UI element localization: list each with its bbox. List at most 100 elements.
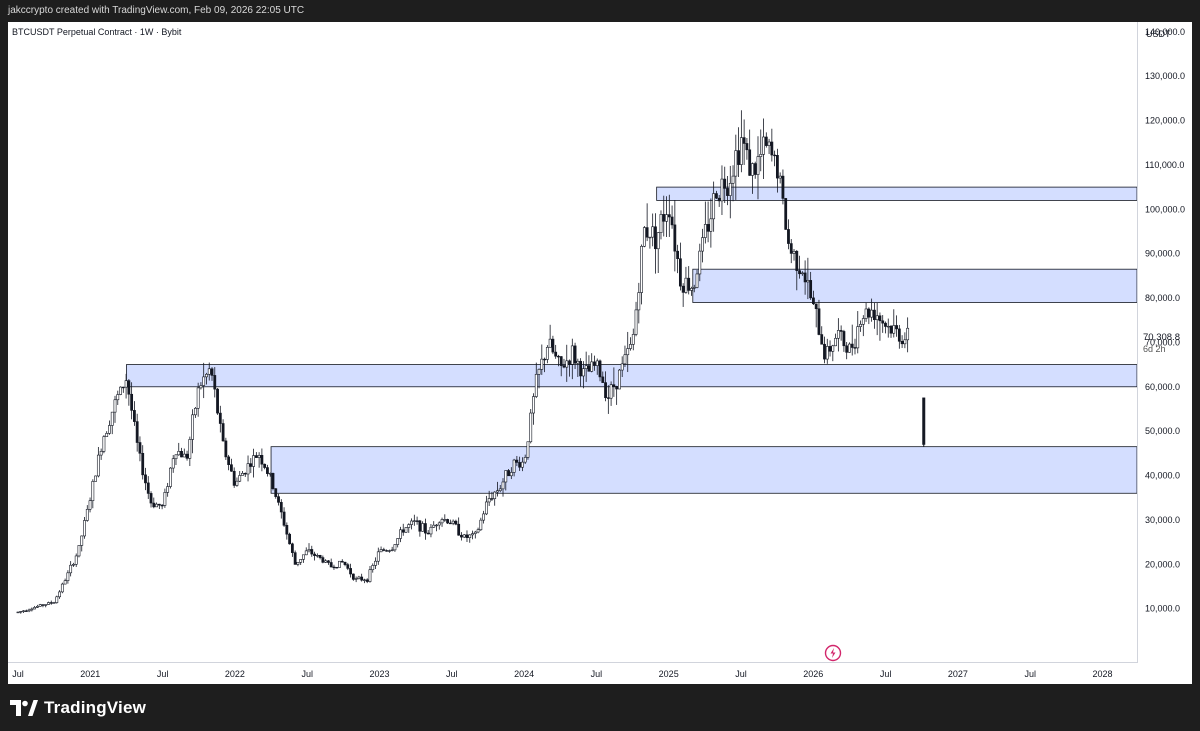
time-tick-label: Jul bbox=[880, 669, 892, 679]
price-tick-label: 140,000.0 bbox=[1145, 27, 1185, 37]
candle-body bbox=[282, 511, 286, 526]
candle-body bbox=[570, 345, 574, 365]
candle-body bbox=[243, 472, 247, 475]
lightning-icon[interactable] bbox=[824, 644, 842, 662]
candle-body bbox=[482, 513, 486, 521]
candle-body bbox=[709, 218, 713, 232]
candle-body bbox=[662, 214, 666, 222]
candle-body bbox=[731, 175, 735, 184]
price-tick-label: 100,000.0 bbox=[1145, 204, 1185, 214]
candle-body bbox=[634, 309, 638, 335]
candle-body bbox=[415, 520, 419, 522]
candle-body bbox=[448, 522, 452, 525]
candle-body bbox=[573, 345, 577, 364]
candle-body bbox=[279, 502, 283, 513]
candle-body bbox=[435, 524, 438, 527]
candle-body bbox=[457, 523, 461, 536]
candle-body bbox=[742, 137, 746, 144]
candle-body bbox=[404, 527, 408, 533]
candle-body bbox=[254, 455, 258, 458]
candle-body bbox=[739, 137, 743, 165]
candle-body bbox=[498, 488, 502, 491]
candle-body bbox=[277, 496, 280, 503]
candle-body bbox=[778, 175, 782, 179]
candle-body bbox=[803, 272, 807, 283]
price-axis-border bbox=[1137, 22, 1138, 662]
candle-body bbox=[537, 369, 541, 375]
candle-body bbox=[900, 340, 904, 345]
candle-body bbox=[654, 226, 657, 250]
candle-body bbox=[221, 423, 225, 442]
candle-body bbox=[620, 363, 624, 371]
candle-body bbox=[878, 315, 882, 322]
price-tick-label: 40,000.0 bbox=[1145, 471, 1180, 481]
candle-body bbox=[166, 486, 170, 493]
chart-frame[interactable] bbox=[8, 22, 1192, 684]
candle-body bbox=[584, 365, 588, 369]
candle-body bbox=[529, 412, 533, 443]
candle-body bbox=[565, 360, 569, 368]
candle-body bbox=[775, 155, 779, 179]
candle-body bbox=[41, 604, 45, 606]
candle-body bbox=[155, 503, 158, 508]
price-tick-label: 10,000.0 bbox=[1145, 604, 1180, 614]
candle-body bbox=[202, 376, 206, 386]
candle-body bbox=[227, 456, 231, 465]
candle-body bbox=[304, 550, 308, 556]
candle-body bbox=[795, 250, 799, 271]
candle-body bbox=[55, 596, 59, 603]
candle-body bbox=[396, 538, 400, 545]
candle-body bbox=[52, 602, 56, 604]
candle-body bbox=[787, 229, 790, 244]
candle-body bbox=[651, 226, 655, 238]
candle-body bbox=[318, 554, 322, 558]
candle-body bbox=[590, 361, 594, 372]
candle-body bbox=[526, 441, 530, 458]
candle-body bbox=[864, 308, 868, 319]
time-tick-label: 2023 bbox=[369, 669, 389, 679]
candle-body bbox=[504, 470, 508, 483]
price-chart[interactable]: 10,000.0 20,000.0 30,000.0 40,000.0 50,000.0… bbox=[0, 0, 1200, 684]
candle-body bbox=[274, 488, 278, 497]
candle-body bbox=[96, 454, 100, 477]
candle-body bbox=[16, 611, 20, 614]
candle-body bbox=[856, 326, 860, 349]
candle-body bbox=[684, 277, 688, 293]
candle-body bbox=[191, 414, 195, 440]
candle-body bbox=[169, 467, 172, 487]
candle-body bbox=[559, 356, 563, 366]
candle-body bbox=[698, 250, 702, 275]
candle-body bbox=[850, 343, 854, 348]
candle-body bbox=[27, 609, 31, 612]
candle-body bbox=[235, 480, 239, 486]
time-tick-label: 2028 bbox=[1092, 669, 1112, 679]
candle-body bbox=[338, 560, 341, 568]
candle-body bbox=[507, 470, 510, 477]
candle-body bbox=[47, 602, 50, 605]
candle-body bbox=[60, 583, 64, 593]
candle-body bbox=[429, 526, 433, 535]
candle-body bbox=[806, 280, 810, 283]
candle-body bbox=[515, 459, 519, 463]
candle-body bbox=[157, 503, 161, 506]
candle-body bbox=[22, 610, 25, 612]
supply-demand-zone bbox=[270, 446, 1138, 494]
candle-body bbox=[695, 273, 699, 288]
candle-body bbox=[249, 463, 253, 467]
candle-body bbox=[512, 459, 516, 473]
candle-body bbox=[606, 397, 610, 399]
candle-body bbox=[734, 150, 738, 177]
candle-body bbox=[576, 360, 580, 364]
candle-body bbox=[443, 519, 447, 521]
candle-body bbox=[230, 464, 233, 472]
candle-body bbox=[836, 330, 840, 339]
candle-body bbox=[692, 287, 696, 289]
candle-body bbox=[792, 250, 796, 254]
candle-body bbox=[817, 308, 821, 335]
candle-body bbox=[773, 154, 777, 157]
tradingview-logo[interactable]: TradingView bbox=[10, 698, 146, 718]
candle-body bbox=[144, 474, 147, 484]
tradingview-logo-text: TradingView bbox=[44, 698, 147, 717]
candle-body bbox=[33, 607, 37, 610]
candle-body bbox=[69, 564, 73, 574]
